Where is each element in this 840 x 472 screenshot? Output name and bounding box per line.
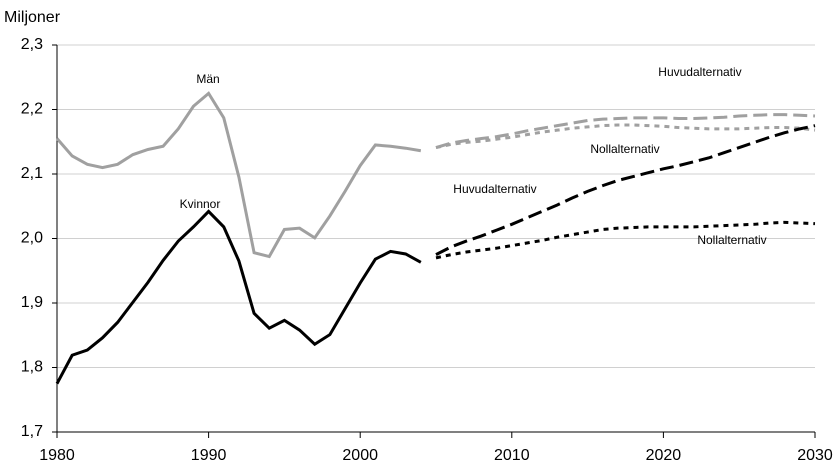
- y-tick-label: 2,0: [21, 230, 43, 247]
- line: [435, 113, 816, 149]
- x-tick-label: 1990: [191, 447, 227, 464]
- y-tick-label: 2,1: [21, 165, 43, 182]
- series-label: Kvinnor: [180, 197, 221, 211]
- series-label: Nollalternativ: [590, 142, 659, 156]
- line: [55, 209, 422, 385]
- line: [435, 220, 816, 260]
- series-label: Nollalternativ: [697, 233, 766, 247]
- x-tick-label: 1980: [39, 447, 75, 464]
- y-tick-label: 1,7: [21, 423, 43, 440]
- x-tick-label: 2000: [342, 447, 378, 464]
- series-label: Huvudalternativ: [658, 65, 741, 79]
- series-label: Män: [196, 72, 219, 86]
- series-label: Huvudalternativ: [453, 182, 536, 196]
- y-tick-label: 2,2: [21, 101, 43, 118]
- line: [435, 123, 816, 150]
- y-axis-label: Miljoner: [4, 9, 61, 26]
- line: [435, 124, 816, 256]
- x-tick-label: 2020: [646, 447, 682, 464]
- y-tick-label: 1,8: [21, 359, 43, 376]
- y-tick-label: 1,9: [21, 294, 43, 311]
- line: [55, 91, 422, 259]
- x-tick-label: 2030: [797, 447, 833, 464]
- y-tick-label: 2,3: [21, 36, 43, 53]
- x-tick-label: 2010: [494, 447, 530, 464]
